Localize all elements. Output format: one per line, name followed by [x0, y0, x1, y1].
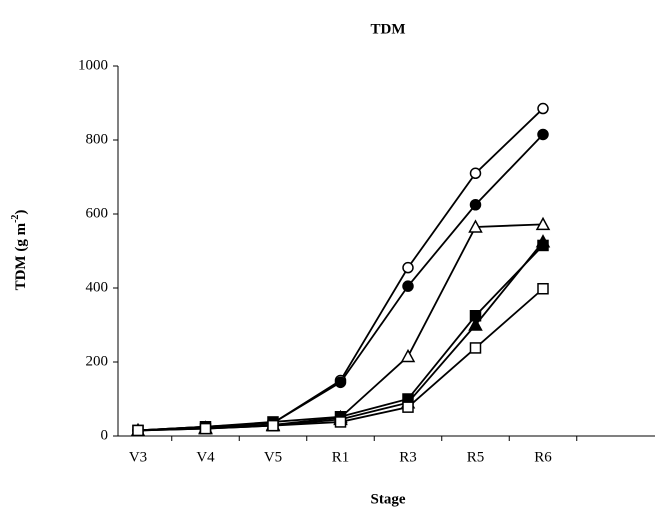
- x-tick-label: R6: [534, 449, 552, 465]
- x-axis-label: Stage: [371, 491, 406, 507]
- x-tick-label: V5: [264, 449, 282, 465]
- point: [538, 129, 548, 139]
- point: [471, 343, 481, 353]
- point: [403, 263, 413, 273]
- point: [402, 350, 414, 361]
- series-line: [138, 224, 543, 430]
- point: [403, 402, 413, 412]
- point: [538, 240, 548, 250]
- y-label-end: ): [13, 210, 29, 215]
- series-line: [138, 245, 543, 430]
- x-tick-label: R3: [399, 449, 417, 465]
- point: [336, 417, 346, 427]
- y-tick-label: 0: [101, 427, 109, 443]
- x-tick-label: V4: [196, 449, 215, 465]
- point: [538, 284, 548, 294]
- y-tick-label: 600: [86, 205, 109, 221]
- point: [538, 104, 548, 114]
- y-label-text: TDM (g m: [13, 222, 29, 290]
- point: [471, 311, 481, 321]
- x-tick-label: R5: [467, 449, 485, 465]
- y-tick-label: 400: [86, 279, 109, 295]
- series-line: [138, 242, 543, 431]
- y-tick-label: 800: [86, 131, 109, 147]
- point: [268, 421, 278, 431]
- point: [471, 200, 481, 210]
- point: [201, 424, 211, 434]
- y-label-sup: -2: [10, 215, 21, 223]
- y-axis-label: TDM (g m-2): [10, 210, 29, 291]
- point: [336, 377, 346, 387]
- point: [471, 168, 481, 178]
- chart: TDM Stage TDM (g m-2) 0 200 400 600 800 1000 V…: [0, 0, 655, 515]
- point: [403, 281, 413, 291]
- y-tick-label: 200: [86, 353, 109, 369]
- point: [133, 425, 143, 435]
- x-tick-label: R1: [332, 449, 350, 465]
- y-tick-label: 1000: [78, 57, 108, 73]
- x-tick-label: V3: [129, 449, 147, 465]
- chart-title: TDM: [371, 21, 406, 37]
